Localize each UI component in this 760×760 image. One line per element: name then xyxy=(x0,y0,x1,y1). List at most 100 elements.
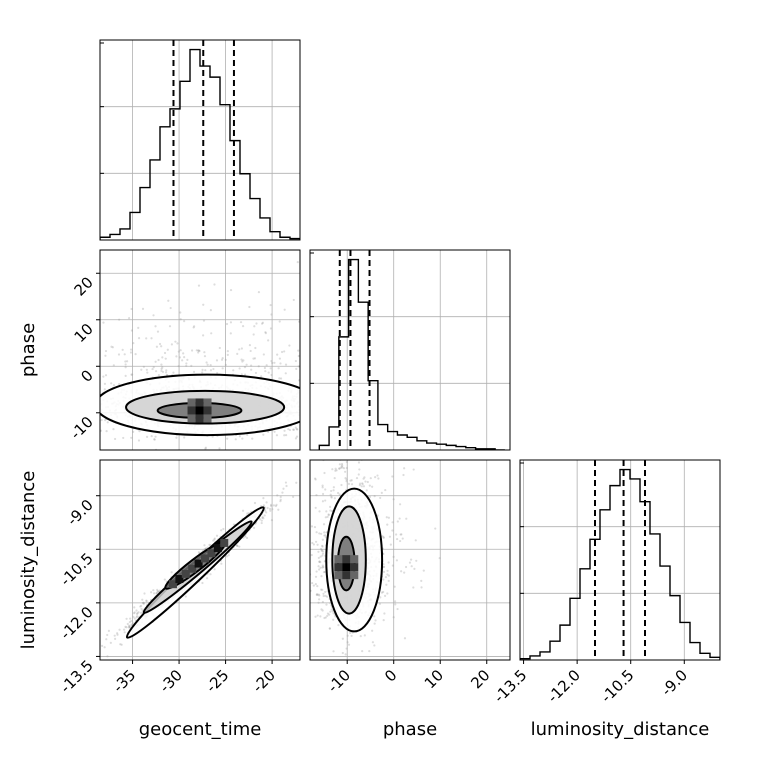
scatter-point xyxy=(295,481,298,484)
scatter-point xyxy=(139,605,142,608)
scatter-point xyxy=(20,432,22,434)
scatter-point xyxy=(305,581,307,583)
scatter-point xyxy=(249,349,252,353)
scatter-point xyxy=(333,454,335,456)
scatter-point xyxy=(205,577,209,580)
scatter-point xyxy=(246,433,249,437)
scatter-point xyxy=(93,415,95,417)
scatter-point xyxy=(77,411,79,413)
scatter-point xyxy=(345,466,348,470)
scatter-point xyxy=(325,510,328,513)
scatter-point xyxy=(142,601,145,605)
scatter-point xyxy=(322,523,326,526)
scatter-point xyxy=(181,359,184,362)
scatter-point xyxy=(328,613,331,616)
scatter-point xyxy=(203,351,206,354)
scatter-point xyxy=(329,509,332,512)
scatter-point xyxy=(355,456,357,458)
scatter-point xyxy=(145,337,148,340)
scatter-point xyxy=(150,337,153,340)
scatter-point xyxy=(261,516,264,520)
scatter-point xyxy=(316,585,319,588)
density-cell xyxy=(188,564,197,573)
scatter-point xyxy=(280,350,284,354)
scatter-point xyxy=(387,561,390,564)
scatter-point xyxy=(352,457,354,459)
scatter-point xyxy=(323,616,326,620)
scatter-point xyxy=(363,476,366,479)
x-tick-label: 10 xyxy=(421,666,447,692)
scatter-point xyxy=(329,610,332,613)
density-cell xyxy=(168,580,177,589)
scatter-point xyxy=(153,438,156,441)
scatter-point xyxy=(236,544,239,547)
scatter-point xyxy=(179,349,182,352)
scatter-point xyxy=(240,373,243,376)
scatter-point xyxy=(326,612,330,615)
scatter-point xyxy=(197,284,201,287)
scatter-point xyxy=(368,495,372,499)
scatter-point xyxy=(155,345,159,348)
scatter-point xyxy=(244,535,247,538)
scatter-point xyxy=(265,364,268,367)
scatter-point xyxy=(323,471,326,475)
scatter-point xyxy=(303,582,305,584)
scatter-point xyxy=(204,369,207,372)
density-cell xyxy=(203,398,212,407)
scatter-point xyxy=(130,623,133,626)
scatter-point xyxy=(358,468,361,471)
scatter-point xyxy=(175,355,178,358)
scatter-point xyxy=(313,525,317,529)
scatter-point xyxy=(262,497,265,500)
scatter-point xyxy=(221,367,224,370)
scatter-point xyxy=(301,366,303,368)
scatter-point xyxy=(124,363,127,366)
scatter-point xyxy=(378,602,382,605)
scatter-point xyxy=(224,358,227,361)
scatter-point xyxy=(81,396,83,398)
scatter-point xyxy=(236,352,239,356)
scatter-point xyxy=(376,474,379,477)
scatter-point xyxy=(283,429,286,432)
scatter-point xyxy=(326,515,329,518)
scatter-point xyxy=(112,364,115,367)
scatter-point xyxy=(332,612,335,615)
scatter-point xyxy=(386,523,389,526)
scatter-point xyxy=(106,633,109,637)
scatter-point xyxy=(203,544,206,547)
x-tick-label: -10.5 xyxy=(597,666,637,706)
scatter-point xyxy=(269,504,273,508)
scatter-point xyxy=(337,624,340,627)
scatter-point xyxy=(265,511,268,514)
scatter-point xyxy=(406,165,408,167)
scatter-point xyxy=(136,611,139,615)
scatter-point xyxy=(203,355,207,358)
scatter-point xyxy=(220,358,224,361)
scatter-point xyxy=(93,343,95,345)
x-axis-label-luminosity_distance: luminosity_distance xyxy=(531,719,710,740)
scatter-point xyxy=(292,428,295,431)
scatter-point xyxy=(279,362,282,365)
scatter-point xyxy=(100,429,103,432)
scatter-point xyxy=(318,532,321,535)
scatter-point xyxy=(252,333,255,336)
scatter-point xyxy=(311,541,314,545)
scatter-point xyxy=(227,554,230,557)
scatter-point xyxy=(218,447,221,450)
scatter-point xyxy=(304,408,306,410)
scatter-point xyxy=(195,349,198,352)
scatter-point xyxy=(130,329,133,332)
scatter-point xyxy=(92,407,94,409)
scatter-point xyxy=(359,635,362,638)
scatter-point xyxy=(314,506,317,509)
scatter-point xyxy=(258,518,262,521)
scatter-point xyxy=(398,517,401,520)
scatter-point xyxy=(349,456,351,458)
scatter-point xyxy=(81,385,83,387)
scatter-point xyxy=(102,321,105,324)
density-cell xyxy=(350,555,359,564)
scatter-point xyxy=(296,428,299,431)
scatter-point xyxy=(373,644,376,647)
scatter-point xyxy=(368,484,371,487)
scatter-point xyxy=(283,308,286,311)
